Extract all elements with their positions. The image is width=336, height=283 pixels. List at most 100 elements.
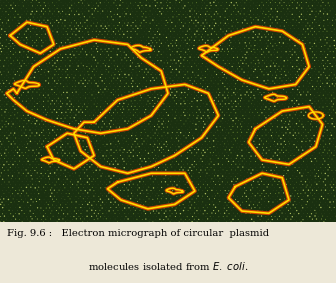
Point [211, 41, 216, 45]
Point [281, 214, 286, 219]
Point [43, 177, 48, 181]
Point [196, 176, 201, 181]
Point [177, 64, 182, 68]
Point [277, 122, 282, 127]
Point [161, 21, 167, 25]
Point [30, 90, 36, 94]
Point [301, 153, 306, 158]
Point [43, 90, 48, 95]
Point [10, 52, 16, 57]
Point [311, 150, 317, 155]
Point [194, 87, 199, 92]
Point [313, 55, 319, 60]
Point [203, 203, 209, 207]
Point [210, 67, 215, 71]
Point [148, 159, 153, 164]
Point [222, 44, 228, 48]
Point [236, 182, 241, 186]
Point [303, 145, 308, 149]
Point [10, 180, 16, 184]
Point [321, 93, 326, 97]
Point [104, 108, 110, 112]
Point [331, 67, 336, 71]
Point [242, 104, 247, 109]
Point [58, 75, 64, 80]
Point [111, 122, 116, 127]
Point [321, 168, 326, 173]
Point [34, 61, 39, 66]
Point [39, 142, 45, 146]
Point [113, 15, 118, 20]
Point [6, 202, 11, 207]
Point [106, 1, 111, 5]
Point [322, 148, 327, 152]
Point [210, 205, 215, 210]
Point [68, 168, 73, 173]
Point [220, 139, 225, 144]
Point [102, 122, 107, 126]
Point [0, 171, 4, 175]
Point [295, 1, 300, 5]
Point [9, 67, 14, 71]
Point [85, 174, 90, 178]
Point [102, 214, 108, 219]
Point [30, 79, 36, 83]
Point [69, 67, 74, 72]
Point [76, 46, 82, 51]
Point [122, 61, 127, 65]
Point [95, 165, 100, 169]
Point [86, 61, 92, 65]
Point [244, 199, 249, 204]
Point [122, 50, 127, 54]
Point [272, 0, 278, 5]
Point [187, 9, 193, 13]
Point [222, 176, 228, 181]
Point [251, 214, 256, 218]
Point [111, 214, 116, 219]
Point [0, 72, 4, 77]
Point [43, 55, 48, 59]
Point [115, 220, 120, 224]
Point [58, 87, 64, 91]
Point [137, 18, 142, 23]
Point [12, 170, 17, 175]
Point [32, 12, 38, 16]
Point [272, 144, 278, 149]
Point [21, 84, 27, 88]
Point [72, 12, 77, 17]
Point [67, 151, 72, 155]
Point [330, 52, 335, 57]
Point [255, 140, 261, 144]
Point [65, 73, 71, 77]
Point [42, 180, 47, 184]
Point [82, 205, 88, 210]
Point [323, 38, 328, 42]
Point [148, 90, 153, 94]
Point [17, 124, 22, 129]
Point [46, 105, 51, 109]
Point [214, 67, 219, 71]
Point [133, 35, 138, 40]
Point [209, 90, 215, 95]
Point [189, 35, 194, 39]
Point [244, 90, 250, 94]
Point [58, 220, 64, 224]
Point [266, 90, 271, 95]
Point [244, 44, 249, 48]
Point [182, 211, 188, 216]
Point [160, 162, 165, 167]
Point [220, 70, 225, 75]
Point [316, 191, 322, 196]
Point [259, 110, 265, 115]
Point [305, 102, 310, 106]
Point [139, 205, 144, 210]
Point [216, 220, 221, 224]
Point [30, 38, 35, 43]
Point [246, 168, 252, 172]
Point [111, 127, 116, 132]
Point [74, 142, 79, 146]
Point [157, 3, 162, 8]
Point [65, 125, 70, 129]
Point [72, 209, 77, 213]
Point [78, 15, 83, 20]
